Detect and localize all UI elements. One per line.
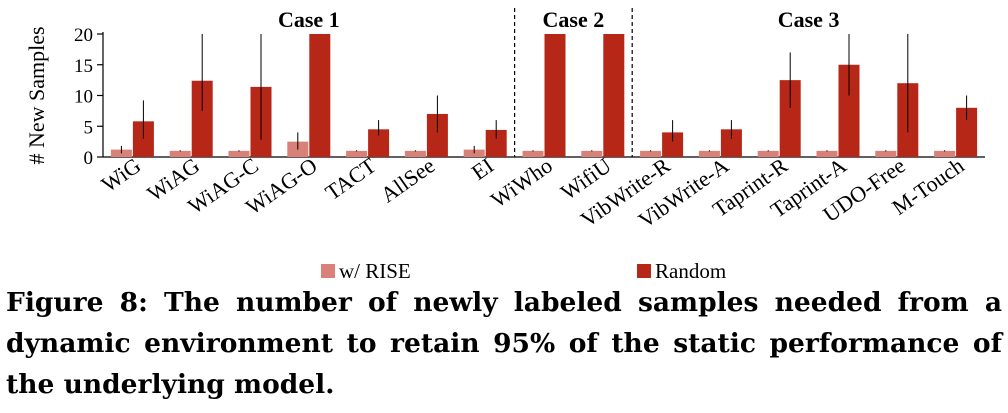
bar-random — [838, 64, 860, 157]
y-tick-label: 0 — [84, 148, 94, 169]
group-label: Case 2 — [543, 7, 605, 32]
category-label: AllSee — [376, 153, 439, 208]
category-label: WiG — [97, 153, 146, 198]
bar-random — [720, 129, 742, 157]
bar-rise — [934, 150, 956, 157]
bar-rise — [169, 150, 191, 157]
y-tick-label: 5 — [84, 117, 94, 138]
bar-rise — [816, 150, 838, 157]
bar-rise — [228, 150, 250, 157]
bar-rise — [875, 150, 897, 157]
bar-rise — [698, 150, 720, 157]
y-tick-label: 10 — [74, 87, 93, 108]
group-label: Case 3 — [778, 7, 840, 32]
group-label: Case 1 — [278, 7, 340, 32]
bar-random — [309, 34, 331, 157]
bar-random — [603, 34, 625, 157]
bar-random — [191, 80, 213, 157]
legend-label: Random — [655, 259, 726, 283]
bar-rise — [757, 150, 779, 157]
bar-rise — [404, 150, 426, 157]
bar-rise — [522, 150, 544, 157]
y-axis-label: # New Samples — [24, 26, 49, 164]
bar-random — [779, 80, 801, 157]
bar-random — [132, 121, 154, 157]
bar-random — [485, 129, 507, 157]
bar-rise — [640, 150, 662, 157]
bar-random — [662, 132, 684, 157]
legend-label: w/ RISE — [339, 259, 411, 283]
bar-rise — [346, 150, 368, 157]
y-tick-label: 20 — [74, 25, 93, 46]
legend-swatch — [321, 264, 335, 278]
bar-random — [426, 113, 448, 157]
category-label: TACT — [321, 152, 381, 205]
bar-random — [956, 107, 978, 157]
category-label: WiWho — [486, 153, 557, 213]
bar-random — [544, 34, 566, 157]
legend-swatch — [637, 264, 651, 278]
bar-chart: 0 5 10 15 20 # New Samples Case 1 Case 2 Case 3 W… — [24, 7, 985, 283]
y-tick-label: 15 — [74, 56, 93, 77]
figure-caption: Figure 8: The number of newly labeled sa… — [6, 287, 1002, 400]
bar-random — [368, 129, 390, 157]
bar-rise — [581, 150, 603, 157]
